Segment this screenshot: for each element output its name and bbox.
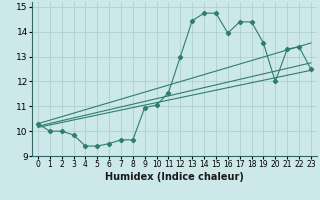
X-axis label: Humidex (Indice chaleur): Humidex (Indice chaleur) <box>105 172 244 182</box>
